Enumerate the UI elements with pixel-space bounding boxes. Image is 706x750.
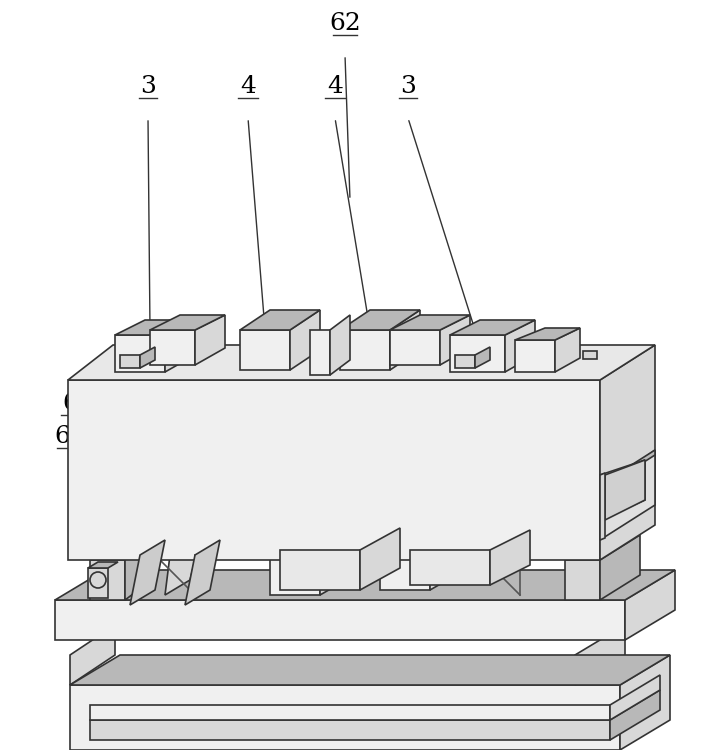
Text: 61: 61 — [54, 425, 86, 448]
Polygon shape — [620, 655, 670, 750]
Polygon shape — [150, 315, 225, 330]
Polygon shape — [528, 351, 542, 359]
Polygon shape — [90, 720, 610, 740]
Polygon shape — [88, 562, 118, 568]
Polygon shape — [165, 540, 200, 595]
Polygon shape — [290, 310, 320, 370]
Polygon shape — [168, 351, 182, 359]
Text: 4: 4 — [327, 75, 343, 98]
Polygon shape — [55, 570, 675, 600]
Polygon shape — [125, 545, 145, 600]
Text: 3: 3 — [140, 75, 156, 98]
Polygon shape — [340, 310, 420, 330]
Polygon shape — [490, 530, 530, 585]
Polygon shape — [150, 330, 195, 365]
Text: 62: 62 — [329, 12, 361, 35]
Text: 3: 3 — [400, 75, 416, 98]
Polygon shape — [625, 570, 675, 640]
Polygon shape — [70, 625, 115, 685]
Polygon shape — [70, 655, 670, 685]
Polygon shape — [610, 690, 660, 740]
Polygon shape — [120, 355, 140, 368]
Polygon shape — [450, 320, 535, 335]
Polygon shape — [450, 335, 505, 372]
Polygon shape — [280, 550, 360, 590]
Polygon shape — [440, 315, 470, 365]
Polygon shape — [320, 535, 355, 595]
Polygon shape — [390, 310, 420, 370]
Polygon shape — [390, 315, 470, 330]
Polygon shape — [555, 328, 580, 372]
Polygon shape — [68, 345, 655, 380]
Polygon shape — [600, 345, 655, 560]
Polygon shape — [600, 535, 640, 600]
Polygon shape — [483, 356, 497, 364]
Polygon shape — [600, 450, 655, 540]
Polygon shape — [90, 560, 125, 600]
Polygon shape — [240, 310, 320, 330]
Polygon shape — [140, 347, 155, 368]
Polygon shape — [575, 625, 625, 685]
Polygon shape — [90, 705, 610, 720]
Polygon shape — [605, 460, 645, 520]
Polygon shape — [565, 560, 600, 600]
Polygon shape — [340, 330, 390, 370]
Polygon shape — [600, 450, 655, 490]
Text: 6: 6 — [62, 392, 78, 415]
Polygon shape — [515, 328, 580, 340]
Polygon shape — [380, 555, 430, 590]
Circle shape — [90, 572, 106, 588]
Polygon shape — [310, 330, 330, 375]
Polygon shape — [600, 473, 605, 540]
Polygon shape — [600, 460, 645, 520]
Polygon shape — [115, 320, 195, 335]
Polygon shape — [410, 550, 490, 585]
Polygon shape — [185, 540, 220, 605]
Polygon shape — [330, 315, 350, 375]
Polygon shape — [55, 600, 625, 640]
Polygon shape — [70, 685, 620, 750]
Polygon shape — [610, 675, 660, 720]
Polygon shape — [360, 528, 400, 590]
Polygon shape — [455, 355, 475, 368]
Polygon shape — [430, 535, 465, 590]
Polygon shape — [88, 568, 108, 598]
Polygon shape — [240, 330, 290, 370]
Polygon shape — [583, 351, 597, 359]
Polygon shape — [68, 380, 600, 560]
Polygon shape — [505, 320, 535, 372]
Polygon shape — [390, 330, 440, 365]
Polygon shape — [165, 320, 195, 372]
Polygon shape — [475, 347, 490, 368]
Polygon shape — [515, 340, 555, 372]
Polygon shape — [130, 540, 165, 605]
Polygon shape — [195, 315, 225, 365]
Polygon shape — [270, 555, 320, 595]
Polygon shape — [123, 356, 137, 364]
Text: 4: 4 — [240, 75, 256, 98]
Polygon shape — [115, 335, 165, 372]
